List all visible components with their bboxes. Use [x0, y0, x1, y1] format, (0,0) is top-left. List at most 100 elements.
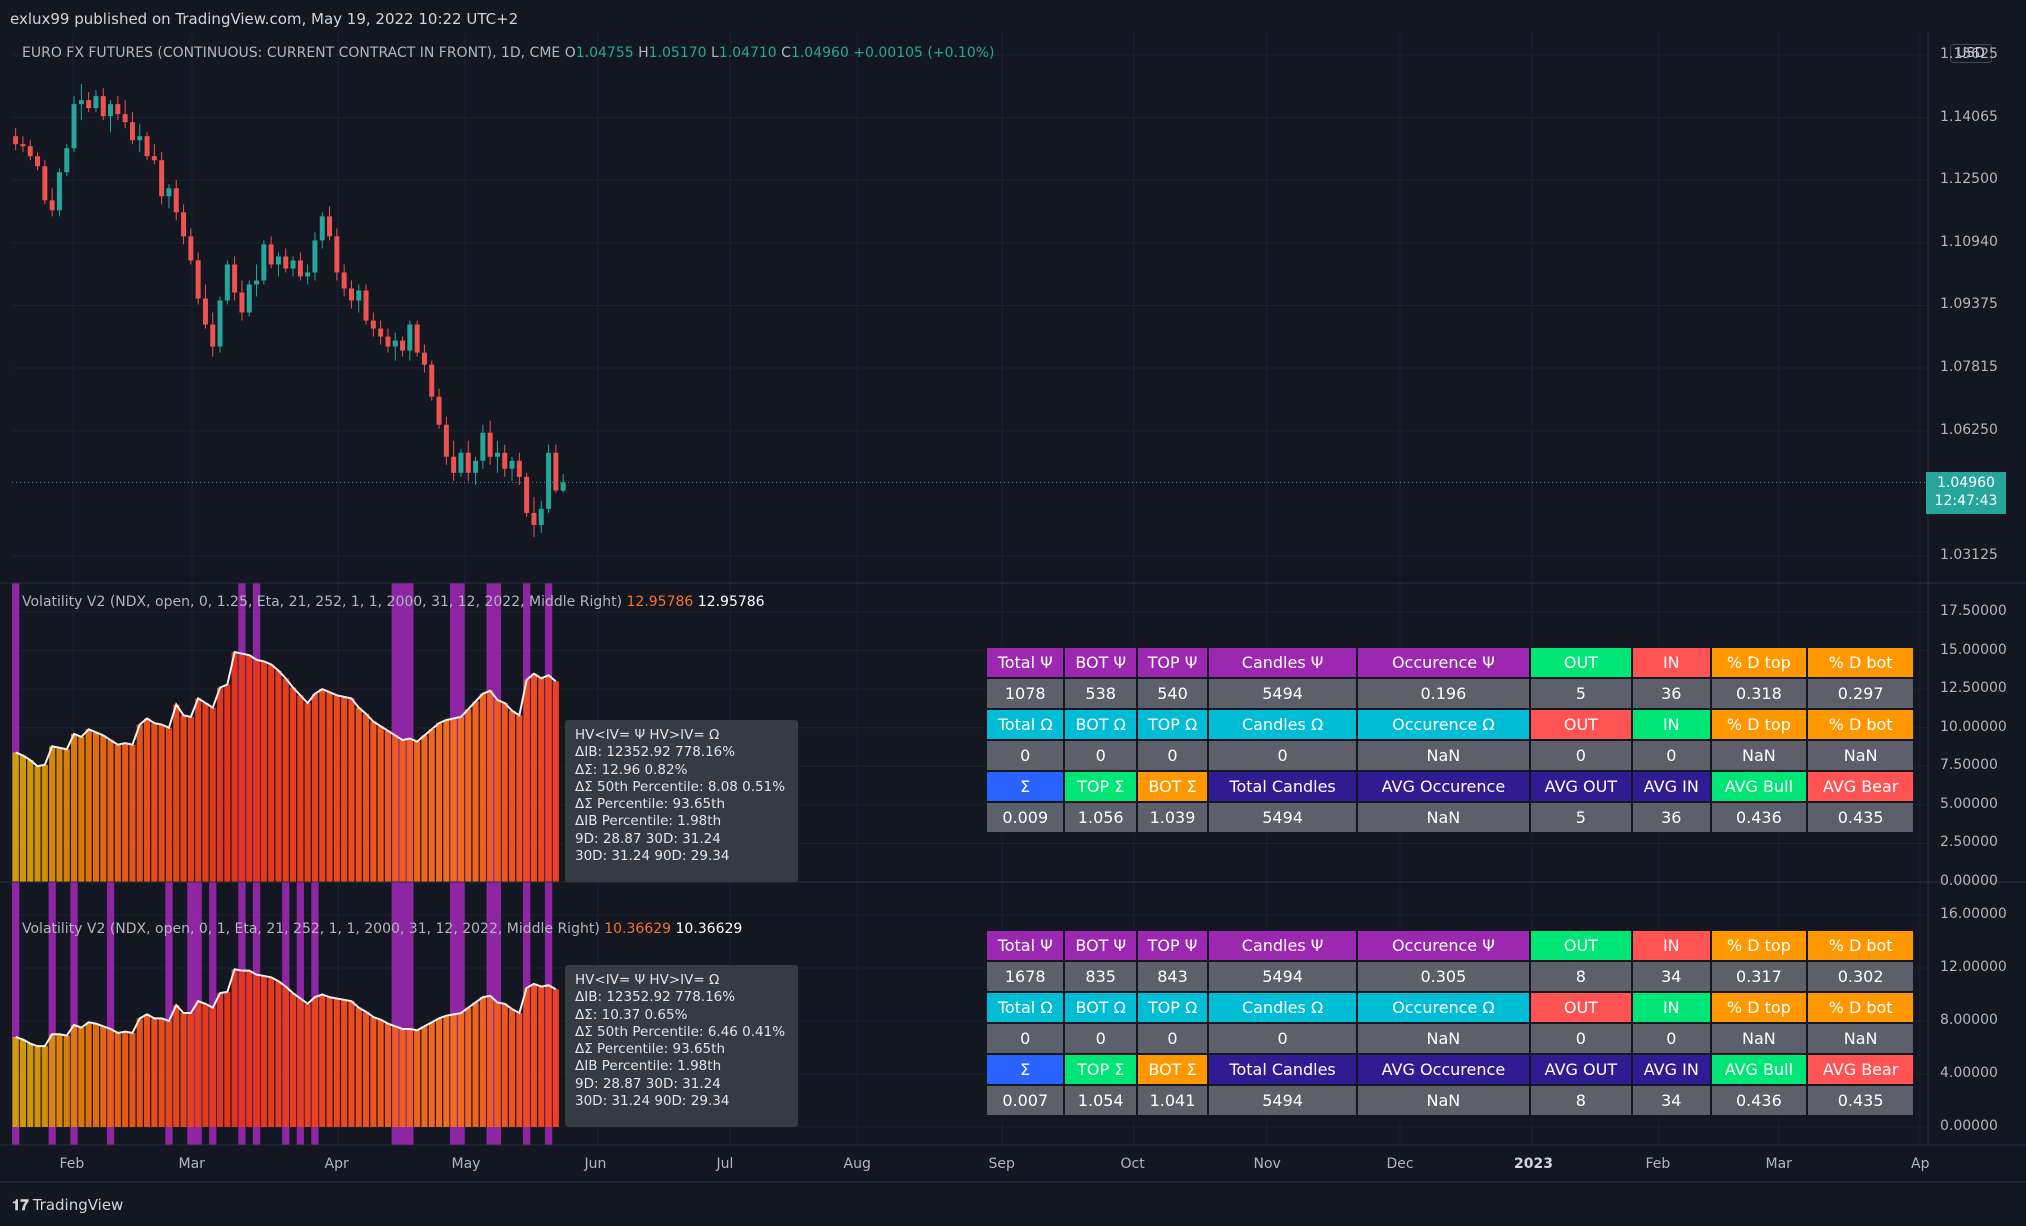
candle-body	[64, 148, 70, 173]
candle-body	[159, 160, 165, 197]
candle-body	[473, 460, 479, 473]
table-cell: 5	[1528, 801, 1634, 834]
indicator1-bar	[34, 766, 41, 882]
indicator1-bar	[202, 703, 209, 882]
table-cell: 0	[1135, 1022, 1210, 1055]
table-cell: 0.009	[984, 801, 1066, 834]
candle-body	[166, 188, 172, 197]
table-cell: 0	[1631, 1022, 1712, 1055]
indicator1-bar	[487, 690, 494, 882]
indicator2-bar	[100, 1026, 107, 1127]
indicator1-axis-label: 10.00000	[1940, 718, 2007, 735]
main-legend[interactable]: EURO FX FUTURES (CONTINUOUS: CURRENT CON…	[22, 45, 995, 61]
table-cell: BOT Ω	[1063, 991, 1138, 1024]
volatility-purple-band	[106, 882, 115, 1145]
price-axis-label: 1.10940	[1940, 233, 1998, 250]
table-cell: AVG Occurence	[1356, 1053, 1531, 1086]
candle-body	[378, 328, 384, 337]
indicator2-bar	[297, 998, 304, 1127]
candle-body	[27, 146, 33, 157]
high-value: 1.05170	[648, 45, 707, 61]
indicator2-title[interactable]: Volatility V2 (NDX, open, 0, 1, Eta, 21,…	[22, 921, 600, 937]
indicator2-bar	[538, 986, 545, 1127]
indicator2-bar	[523, 987, 530, 1127]
tooltip-line: ΔΣ Percentile: 93.65th	[575, 796, 725, 813]
candle-body	[268, 244, 274, 265]
indicator2-bar	[509, 1009, 516, 1127]
time-axis-label: Sep	[988, 1156, 1015, 1172]
candle-body	[429, 364, 435, 397]
table-row: Total Ψ BOT Ψ TOP Ψ Candles Ψ Occurence Ψ OUT…	[984, 646, 1915, 679]
indicator1-bar	[472, 701, 479, 882]
table-row: Total Ψ BOT Ψ TOP Ψ Candles Ψ Occurence Ψ OUT…	[984, 929, 1915, 962]
table-cell: BOT Ω	[1063, 708, 1138, 741]
table-cell: % D bot	[1806, 991, 1915, 1024]
indicator2-bar	[136, 1018, 143, 1127]
table-cell: 1.056	[1063, 801, 1138, 834]
table-cell: IN	[1631, 708, 1712, 741]
indicator1-bar	[56, 747, 63, 882]
table-cell: NaN	[1356, 801, 1531, 834]
table-cell: AVG OUT	[1528, 770, 1634, 803]
candle-body	[305, 272, 311, 277]
symbol-title[interactable]: EURO FX FUTURES (CONTINUOUS: CURRENT CON…	[22, 45, 561, 61]
candle-body	[151, 156, 157, 161]
indicator2-bar	[202, 1003, 209, 1127]
tooltip-line: 9D: 28.87 30D: 31.24	[575, 1075, 721, 1092]
indicator2-bar	[165, 1021, 172, 1127]
table-cell: Occurence Ω	[1356, 991, 1531, 1024]
table-cell: 540	[1135, 677, 1210, 710]
tooltip-line: ΔΣ 50th Percentile: 8.08 0.51%	[575, 778, 786, 795]
high-label: H	[638, 45, 649, 61]
indicator2-bar	[122, 1031, 129, 1127]
candle-body	[217, 300, 223, 347]
candle-body	[188, 236, 194, 261]
tooltip-line: 30D: 31.24 90D: 29.34	[575, 848, 730, 865]
candle-body	[356, 290, 362, 301]
open-label: O	[564, 45, 576, 61]
table-cell: 1.054	[1063, 1084, 1138, 1117]
candle-body	[78, 100, 84, 105]
indicator1-bar	[71, 733, 78, 882]
table-cell: 0	[1135, 739, 1210, 772]
indicator1-title[interactable]: Volatility V2 (NDX, open, 0, 1.25, Eta, …	[22, 594, 623, 610]
volatility-purple-band	[70, 882, 78, 1145]
time-axis-label: Mar	[1765, 1156, 1792, 1172]
candle-body	[239, 292, 245, 313]
indicator1-bar	[421, 735, 428, 882]
table-cell: 8	[1528, 1084, 1634, 1117]
price-axis-label: 1.15625	[1940, 46, 1998, 63]
indicator2-bar	[501, 1003, 508, 1127]
indicator2-bar	[304, 1003, 311, 1127]
table-cell: Candles Ω	[1207, 708, 1359, 741]
candle-body	[129, 122, 135, 141]
indicator2-bar	[421, 1026, 428, 1127]
indicator2-bar	[41, 1046, 48, 1127]
indicator1-legend[interactable]: Volatility V2 (NDX, open, 0, 1.25, Eta, …	[22, 594, 765, 610]
indicator1-bar	[406, 738, 413, 882]
candle-body	[71, 104, 77, 149]
table-cell: OUT	[1528, 991, 1634, 1024]
indicator1-bar	[304, 703, 311, 882]
tooltip-line: ΔIB: 12352.92 778.16%	[575, 989, 736, 1006]
tradingview-logo[interactable]: 𝟏𝟕 TradingView	[12, 1196, 123, 1214]
candle-body	[502, 452, 508, 469]
indicator2-legend[interactable]: Volatility V2 (NDX, open, 0, 1, Eta, 21,…	[22, 921, 742, 937]
indicator1-stats-table: Total Ψ BOT Ψ TOP Ψ Candles Ψ Occurence Ψ OUT…	[984, 646, 1915, 834]
tooltip-line: 30D: 31.24 90D: 29.34	[575, 1093, 730, 1110]
table-cell: 0.196	[1356, 677, 1531, 710]
currency-button[interactable]: USD	[1950, 44, 1992, 63]
table-row: Total Ω BOT Ω TOP Ω Candles Ω Occurence Ω OUT…	[984, 708, 1915, 741]
table-cell: 0	[1207, 739, 1359, 772]
candle-body	[443, 424, 449, 457]
candle-body	[232, 264, 238, 293]
table-cell: 538	[1063, 677, 1138, 710]
table-cell: AVG IN	[1631, 1053, 1712, 1086]
indicator2-bar	[158, 1018, 165, 1127]
table-cell: Candles Ω	[1207, 991, 1359, 1024]
indicator1-bar	[348, 698, 355, 882]
candle-body	[122, 114, 128, 123]
time-axis-label: Nov	[1253, 1156, 1281, 1172]
indicator1-bar	[246, 655, 253, 882]
